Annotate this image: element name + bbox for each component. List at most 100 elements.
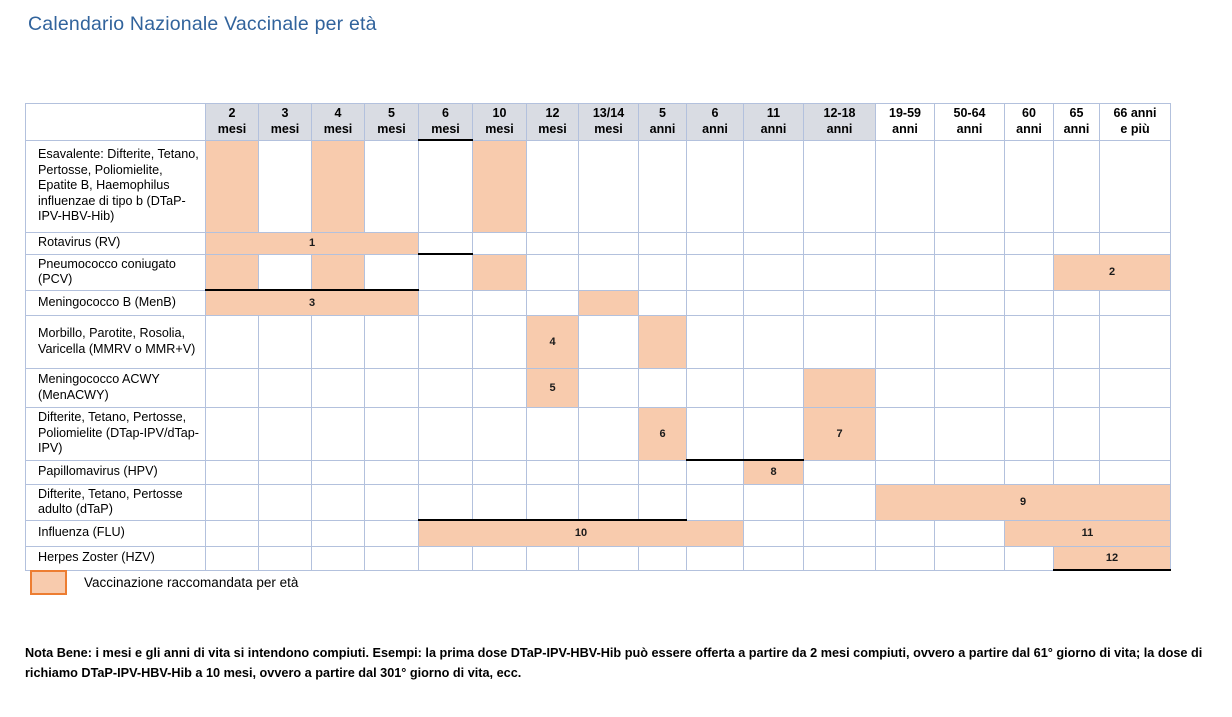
empty-cell — [1004, 545, 1054, 571]
empty-cell — [1004, 406, 1054, 461]
empty-cell — [364, 253, 419, 291]
empty-cell — [526, 483, 579, 521]
recommended-cell — [205, 253, 259, 291]
empty-cell — [1004, 139, 1054, 233]
table-row: Difterite, Tetano, Pertosse adulto (dTaP… — [25, 483, 1171, 521]
empty-cell — [686, 231, 744, 255]
empty-cell — [205, 459, 259, 485]
empty-cell — [875, 139, 935, 233]
legend-label: Vaccinazione raccomandata per età — [84, 575, 299, 590]
age-column-header: 10 mesi — [472, 103, 527, 141]
empty-cell — [686, 483, 744, 521]
empty-cell — [638, 459, 687, 485]
empty-cell — [686, 139, 744, 233]
table-row: Meningococco ACWY (MenACWY) 5 — [25, 367, 1171, 408]
empty-cell — [803, 314, 876, 369]
empty-cell — [875, 314, 935, 369]
table-row: Pneumococco coniugato (PCV) 2 — [25, 253, 1171, 291]
empty-cell — [205, 314, 259, 369]
legend: Vaccinazione raccomandata per età — [30, 570, 298, 595]
empty-cell — [1099, 367, 1171, 408]
empty-cell — [638, 253, 687, 291]
table-row: Influenza (FLU) 10 11 — [25, 519, 1171, 547]
empty-cell — [578, 545, 639, 571]
recommended-cell: 8 — [743, 459, 804, 485]
table-row: Meningococco B (MenB) 3 — [25, 289, 1171, 316]
empty-cell — [1004, 289, 1054, 316]
empty-cell — [526, 406, 579, 461]
recommended-cell — [803, 367, 876, 408]
empty-cell — [934, 519, 1005, 547]
empty-cell — [686, 253, 744, 291]
empty-cell — [578, 314, 639, 369]
empty-cell — [578, 483, 639, 521]
empty-cell — [526, 231, 579, 255]
empty-cell — [311, 459, 365, 485]
table-row: Papillomavirus (HPV) 8 — [25, 459, 1171, 485]
recommended-cell: 2 — [1053, 253, 1171, 291]
empty-cell — [803, 545, 876, 571]
empty-cell — [526, 253, 579, 291]
empty-cell — [638, 545, 687, 571]
empty-cell — [875, 519, 935, 547]
table-row: Rotavirus (RV) 1 — [25, 231, 1171, 255]
empty-cell — [205, 483, 259, 521]
age-column-header: 6 mesi — [418, 103, 473, 141]
empty-cell — [472, 314, 527, 369]
empty-cell — [803, 289, 876, 316]
empty-cell — [418, 545, 473, 571]
empty-cell — [875, 545, 935, 571]
vaccine-name-cell: Morbillo, Parotite, Rosolia, Varicella (… — [25, 314, 206, 369]
empty-cell — [364, 483, 419, 521]
empty-cell — [934, 406, 1005, 461]
empty-cell — [803, 459, 876, 485]
empty-cell — [1053, 406, 1100, 461]
empty-cell — [743, 367, 804, 408]
empty-cell — [1099, 289, 1171, 316]
empty-cell — [578, 459, 639, 485]
recommended-cell — [472, 253, 527, 291]
empty-cell — [743, 231, 804, 255]
empty-cell — [638, 231, 687, 255]
empty-cell — [364, 314, 419, 369]
empty-cell — [526, 459, 579, 485]
empty-cell — [472, 459, 527, 485]
table-row: Herpes Zoster (HZV) 12 — [25, 545, 1171, 571]
empty-cell — [364, 139, 419, 233]
empty-cell — [638, 367, 687, 408]
empty-cell — [258, 139, 312, 233]
age-column-header: 4 mesi — [311, 103, 365, 141]
age-column-header: 12 mesi — [526, 103, 579, 141]
empty-cell — [934, 545, 1005, 571]
vaccination-calendar-table: 2 mesi 3 mesi 4 mesi 5 mesi 6 mesi 10 mesi 12 mesi 13/… — [25, 103, 1171, 571]
empty-cell — [803, 139, 876, 233]
empty-cell — [418, 231, 473, 255]
empty-cell — [526, 139, 579, 233]
empty-cell — [686, 289, 744, 316]
empty-cell — [934, 459, 1005, 485]
empty-cell — [472, 545, 527, 571]
empty-cell — [934, 289, 1005, 316]
empty-cell — [258, 483, 312, 521]
empty-cell — [934, 139, 1005, 233]
empty-cell — [364, 545, 419, 571]
recommended-cell: 5 — [526, 367, 579, 408]
recommended-cell: 7 — [803, 406, 876, 461]
empty-cell — [1053, 314, 1100, 369]
empty-cell — [743, 406, 804, 461]
age-column-header: 12-18 anni — [803, 103, 876, 141]
empty-cell — [686, 406, 744, 461]
age-column-header: 3 mesi — [258, 103, 312, 141]
age-column-header: 19-59 anni — [875, 103, 935, 141]
empty-cell — [875, 289, 935, 316]
age-column-header: 13/14 mesi — [578, 103, 639, 141]
empty-cell — [472, 483, 527, 521]
corner-header-cell — [25, 103, 206, 141]
empty-cell — [638, 139, 687, 233]
empty-cell — [638, 289, 687, 316]
empty-cell — [258, 406, 312, 461]
recommended-cell — [205, 139, 259, 233]
table-row: Morbillo, Parotite, Rosolia, Varicella (… — [25, 314, 1171, 369]
vaccine-name-cell: Meningococco B (MenB) — [25, 289, 206, 316]
empty-cell — [743, 545, 804, 571]
